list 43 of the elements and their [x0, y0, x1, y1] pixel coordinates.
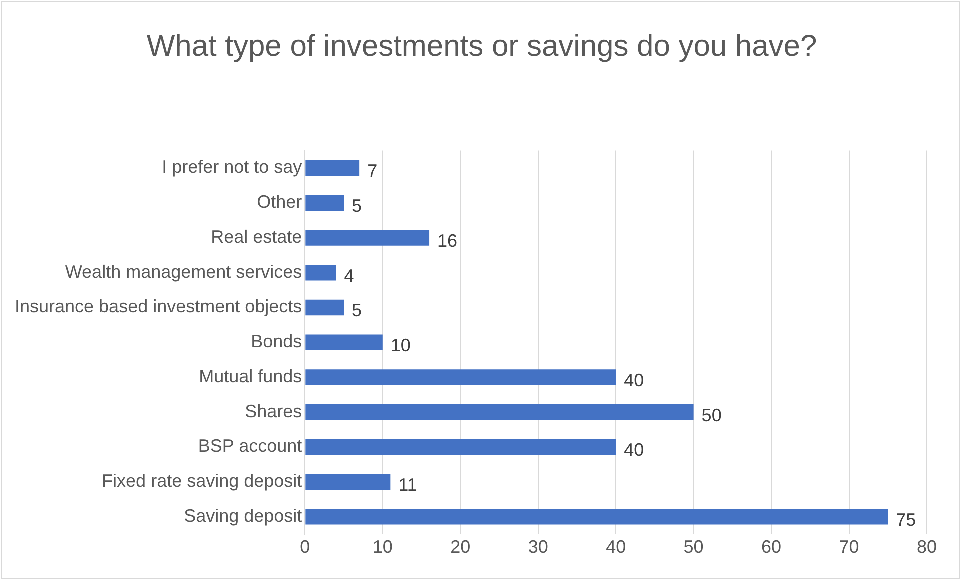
bar	[306, 474, 391, 490]
x-tick-label: 0	[300, 537, 310, 558]
y-tick-label: Insurance based investment objects	[14, 296, 302, 317]
bar	[306, 265, 336, 281]
bar	[306, 404, 694, 420]
y-tick-label: Other	[257, 192, 302, 212]
x-tick-label: 50	[684, 537, 704, 558]
y-tick-label: Mutual funds	[199, 366, 302, 386]
data-label: 40	[624, 440, 644, 460]
data-label: 4	[344, 266, 354, 286]
y-tick-label: Shares	[245, 401, 302, 422]
x-tick-label: 20	[450, 537, 471, 558]
data-label: 11	[398, 475, 418, 496]
data-label: 75	[896, 510, 916, 530]
y-tick-label: Saving deposit	[184, 506, 302, 526]
bar	[306, 439, 616, 456]
x-tick-label: 60	[762, 537, 782, 558]
chart-title: What type of investments or savings do you have?	[146, 29, 818, 65]
y-tick-label: Bonds	[251, 332, 302, 352]
x-tick-label: 30	[528, 537, 548, 558]
y-tick-label: I prefer not to say	[162, 157, 302, 178]
x-tick-label: 10	[372, 537, 393, 558]
bar	[306, 334, 383, 350]
data-label: 16	[438, 230, 458, 251]
data-label: 40	[624, 370, 644, 390]
data-label: 7	[368, 161, 378, 182]
data-label: 5	[352, 196, 362, 216]
x-tick-label: 80	[916, 537, 938, 558]
x-tick-label: 70	[839, 537, 860, 558]
y-tick-label: BSP account	[198, 436, 302, 456]
bar	[306, 195, 344, 211]
y-tick-label: Real estate	[211, 226, 302, 247]
data-label: 5	[352, 300, 362, 321]
bar	[306, 370, 616, 386]
data-label: 50	[702, 405, 722, 426]
bar	[306, 300, 344, 316]
x-tick-label: 40	[606, 537, 626, 558]
bar	[306, 509, 888, 525]
y-tick-label: Fixed rate saving deposit	[102, 471, 302, 492]
y-tick-label: Wealth management services	[65, 262, 302, 282]
bar	[306, 230, 430, 246]
bar	[306, 160, 360, 176]
data-label: 10	[390, 336, 411, 356]
